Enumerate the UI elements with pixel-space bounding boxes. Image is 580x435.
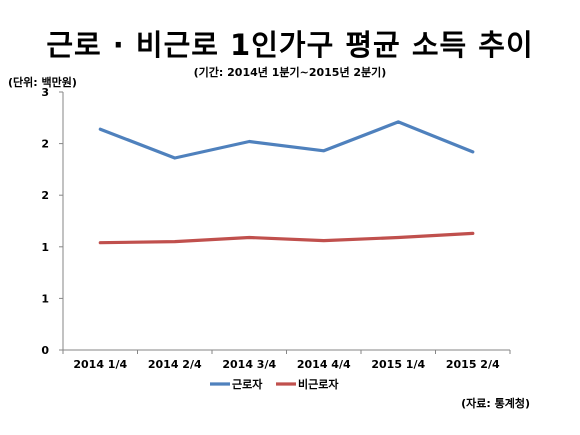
x-tick-label: 2014 3/4 — [222, 358, 276, 371]
y-tick-label: 2 — [41, 189, 49, 202]
y-tick-label: 2 — [41, 138, 49, 151]
x-tick-label: 2015 1/4 — [371, 358, 425, 371]
x-tick-label: 2014 1/4 — [73, 358, 127, 371]
chart-title: 근로 · 비근로 1인가구 평균 소득 추이 — [46, 28, 534, 62]
source-label: (자료: 통계청) — [461, 397, 530, 410]
y-tick-label: 1 — [41, 241, 49, 254]
legend-label-2: 비근로자 — [298, 377, 339, 391]
y-tick-label: 3 — [41, 86, 49, 99]
x-tick-label: 2015 2/4 — [446, 358, 500, 371]
x-tick-label: 2014 4/4 — [297, 358, 351, 371]
unit-label: (단위: 백만원) — [8, 76, 77, 89]
legend-label-1: 근로자 — [232, 377, 263, 391]
y-tick-label: 0 — [41, 344, 49, 357]
x-tick-label: 2014 2/4 — [148, 358, 202, 371]
chart-subtitle: (기간: 2014년 1분기~2015년 2분기) — [193, 66, 387, 79]
series-line-1 — [98, 120, 475, 160]
series-line-2 — [98, 231, 475, 245]
y-tick-label: 1 — [41, 292, 49, 305]
